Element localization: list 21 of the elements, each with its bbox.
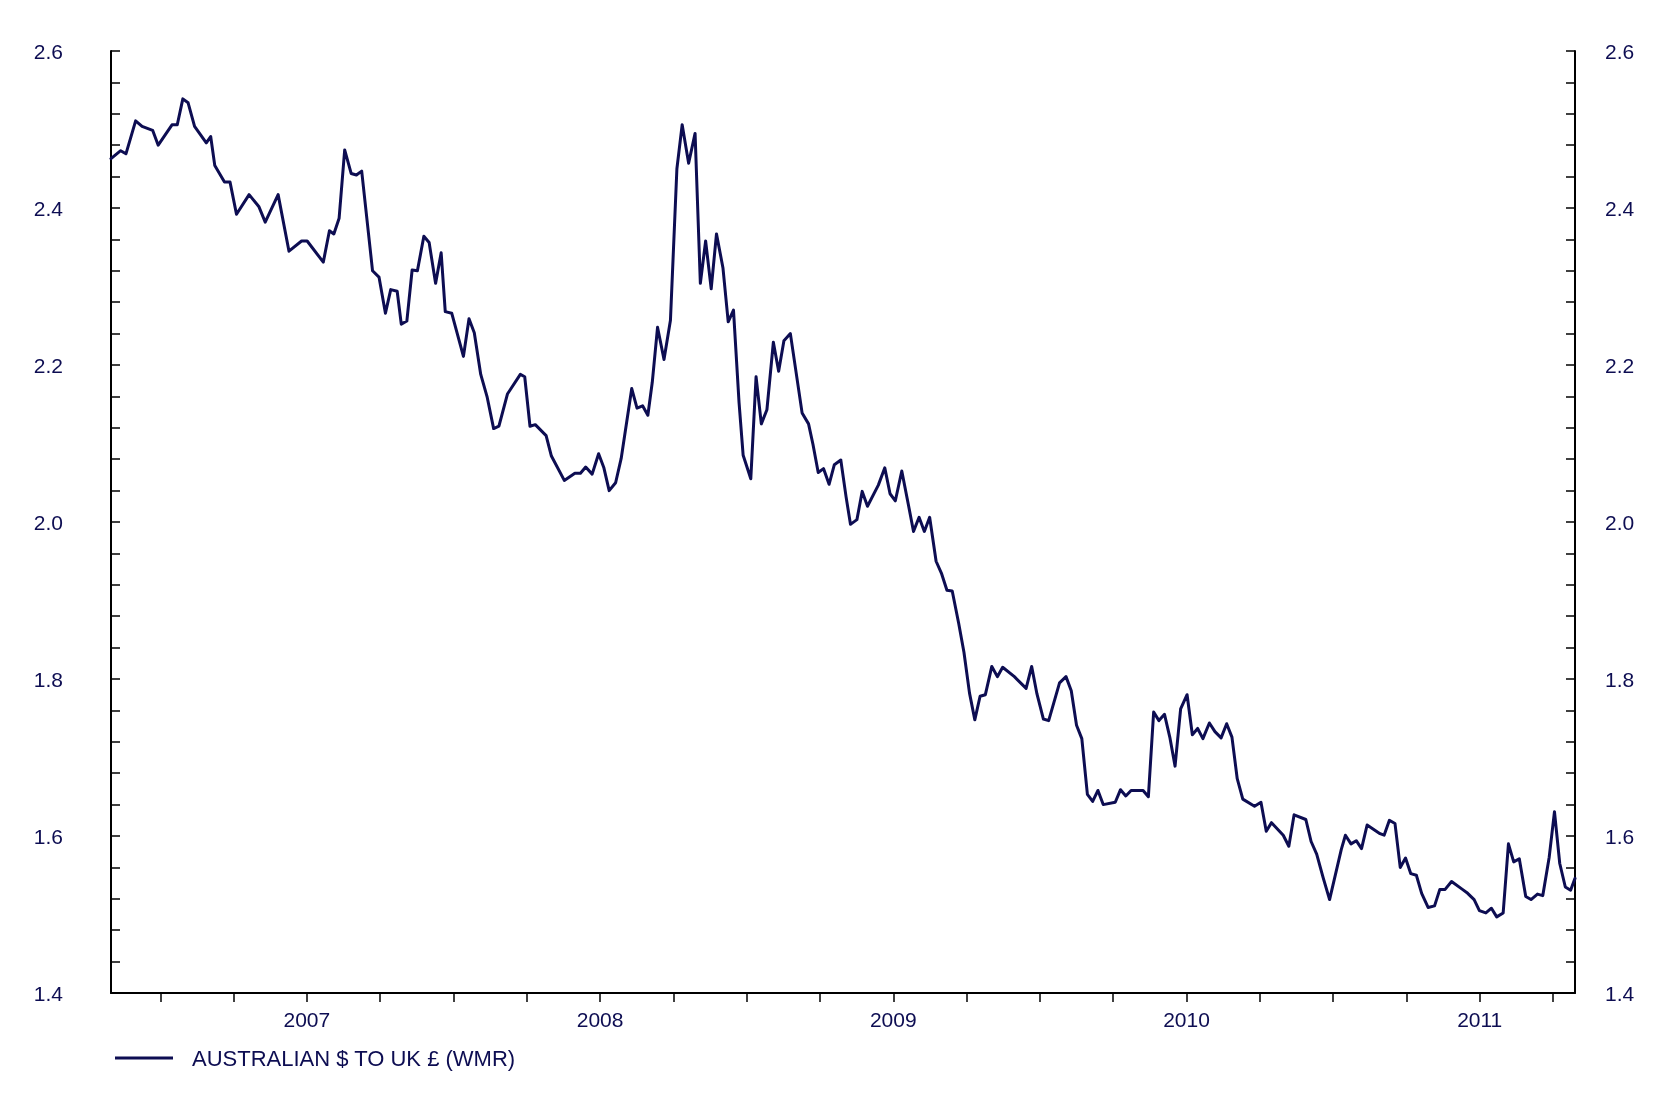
x-tick-label: 2010	[1163, 1008, 1210, 1031]
y2-tick-label: 2.4	[1605, 196, 1635, 220]
y-tick-label: 2.2	[33, 353, 63, 377]
y-tick-label: 2.4	[33, 196, 64, 220]
line-series	[109, 97, 1577, 919]
x-tick-label: 2007	[283, 1008, 331, 1031]
x-tick-label: 2011	[1457, 1008, 1503, 1031]
y-tick-label: 1.6	[33, 824, 63, 848]
y2-tick-label: 2.2	[1605, 353, 1635, 377]
x-tick-label: 2009	[869, 1008, 917, 1031]
y-tick-label: 2.0	[33, 510, 63, 534]
y-tick-label: 1.4	[33, 981, 64, 1005]
y-tick-label: 1.8	[33, 667, 63, 691]
y2-tick-label: 1.6	[1605, 824, 1635, 848]
y2-tick-label: 1.8	[1605, 667, 1635, 691]
y-tick-label: 2.6	[33, 39, 63, 63]
y2-tick-label: 2.6	[1605, 39, 1635, 63]
x-tick-label: 2008	[576, 1008, 624, 1031]
legend-label: AUSTRALIAN $ TO UK £ (WMR)	[192, 1045, 516, 1071]
y2-tick-label: 2.0	[1605, 510, 1635, 534]
y2-tick-label: 1.4	[1605, 981, 1635, 1005]
